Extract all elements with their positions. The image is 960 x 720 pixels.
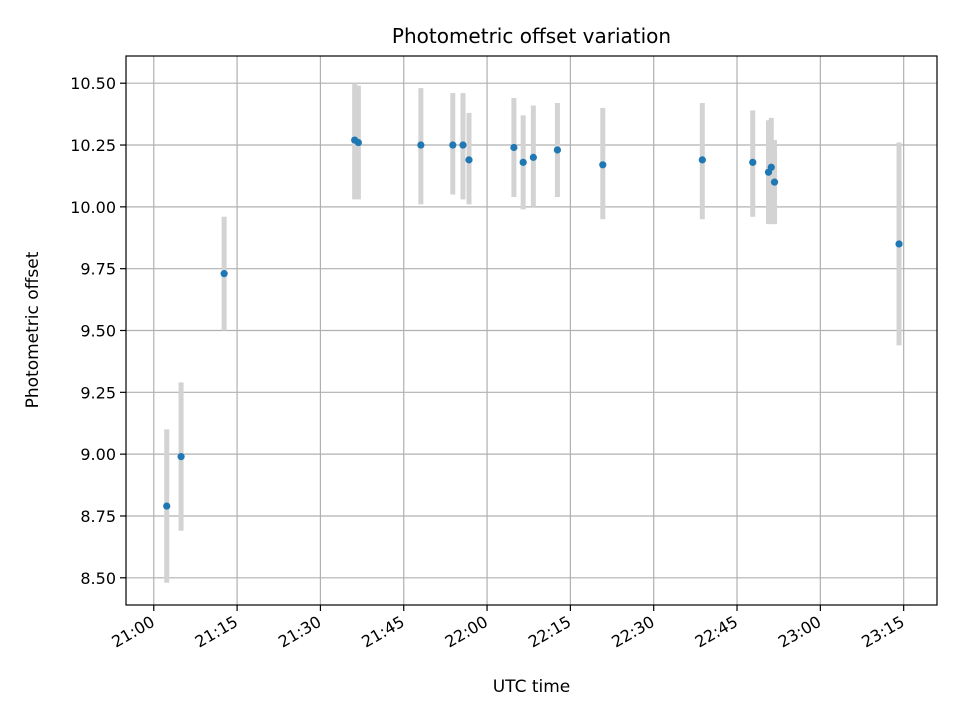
y-tick-label: 10.50	[70, 74, 116, 93]
data-point	[459, 141, 467, 149]
x-tick-label: 22:45	[692, 612, 741, 652]
y-axis-label: Photometric offset	[23, 251, 43, 408]
data-point	[417, 141, 425, 149]
y-tick-label: 9.00	[80, 445, 116, 464]
data-point	[529, 153, 537, 161]
y-tick-label: 10.25	[70, 136, 116, 155]
data-point	[749, 158, 757, 166]
x-axis-ticks: 21:00 21:15 21:30 21:45 22:00 22:15 22:30 22:45…	[108, 605, 908, 652]
data-point	[519, 158, 527, 166]
y-tick-label: 9.75	[80, 260, 116, 279]
x-tick-label: 22:30	[608, 612, 657, 652]
data-point	[698, 156, 706, 164]
y-tick-label: 8.75	[80, 507, 116, 526]
x-tick-label: 23:15	[858, 612, 907, 652]
data-point	[770, 178, 779, 186]
data-point	[767, 163, 775, 171]
data-point	[599, 161, 607, 169]
x-axis-label: UTC time	[493, 677, 571, 697]
data-point	[510, 143, 518, 152]
x-tick-label: 21:15	[192, 612, 241, 652]
y-tick-label: 10.00	[70, 198, 116, 217]
data-point	[553, 146, 562, 154]
x-tick-label: 21:00	[108, 612, 157, 652]
x-tick-label: 21:45	[358, 612, 407, 652]
x-tick-label: 23:00	[775, 612, 824, 652]
data-point	[354, 138, 362, 147]
chart-title: Photometric offset variation	[392, 24, 671, 48]
y-tick-label: 9.25	[80, 383, 116, 402]
y-tick-label: 9.50	[80, 322, 116, 341]
data-points	[163, 136, 903, 510]
x-tick-label: 22:00	[442, 612, 491, 652]
data-point	[449, 141, 457, 149]
y-tick-label: 8.50	[80, 569, 116, 588]
data-point	[895, 240, 903, 248]
data-point	[177, 453, 185, 461]
data-point	[220, 270, 228, 278]
y-axis-ticks: 8.50 8.75 9.00 9.25 9.50 9.75 10.00 10.25 10.50	[70, 74, 126, 588]
data-point	[465, 156, 473, 164]
x-tick-label: 22:15	[525, 612, 574, 652]
data-point	[163, 502, 171, 510]
x-tick-label: 21:30	[275, 612, 324, 652]
